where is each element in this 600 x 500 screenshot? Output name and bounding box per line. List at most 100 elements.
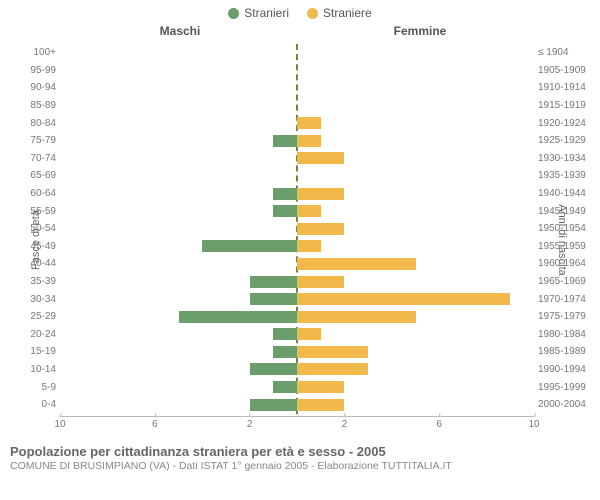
female-bar bbox=[297, 328, 321, 340]
birth-tick: 1965-1969 bbox=[538, 276, 598, 287]
age-tick: 40-44 bbox=[16, 258, 56, 269]
birth-tick: 1980-1984 bbox=[538, 329, 598, 340]
age-tick: 5-9 bbox=[16, 382, 56, 393]
pyramid-row: 85-891915-1919 bbox=[60, 97, 534, 115]
age-tick: 85-89 bbox=[16, 100, 56, 111]
pyramid-row: 20-241980-1984 bbox=[60, 326, 534, 344]
female-bar bbox=[297, 399, 344, 411]
male-bar bbox=[250, 276, 297, 288]
male-bar bbox=[273, 328, 297, 340]
female-bar bbox=[297, 276, 344, 288]
chart-footer: Popolazione per cittadinanza straniera p… bbox=[0, 440, 600, 472]
male-bar-wrap bbox=[60, 44, 297, 62]
male-bar-wrap bbox=[60, 114, 297, 132]
bar-area bbox=[60, 290, 534, 308]
age-tick: 75-79 bbox=[16, 135, 56, 146]
bar-area bbox=[60, 79, 534, 97]
birth-tick: 2000-2004 bbox=[538, 399, 598, 410]
age-tick: 50-54 bbox=[16, 223, 56, 234]
pyramid-row: 5-91995-1999 bbox=[60, 378, 534, 396]
age-tick: 20-24 bbox=[16, 329, 56, 340]
bar-area bbox=[60, 167, 534, 185]
pyramid-row: 10-141990-1994 bbox=[60, 361, 534, 379]
x-tick: 10 bbox=[54, 417, 65, 430]
age-tick: 35-39 bbox=[16, 276, 56, 287]
pyramid-row: 100+≤ 1904 bbox=[60, 44, 534, 62]
bar-area bbox=[60, 150, 534, 168]
male-bar-wrap bbox=[60, 185, 297, 203]
male-bar-wrap bbox=[60, 202, 297, 220]
pyramid-row: 45-491955-1959 bbox=[60, 238, 534, 256]
female-bar-wrap bbox=[297, 238, 534, 256]
legend-swatch-male bbox=[228, 8, 239, 19]
age-tick: 25-29 bbox=[16, 311, 56, 322]
x-tick: 2 bbox=[342, 417, 348, 430]
bar-area bbox=[60, 202, 534, 220]
female-bar-wrap bbox=[297, 44, 534, 62]
bar-area bbox=[60, 255, 534, 273]
male-bar-wrap bbox=[60, 361, 297, 379]
age-tick: 80-84 bbox=[16, 118, 56, 129]
birth-tick: 1945-1949 bbox=[538, 206, 598, 217]
bar-area bbox=[60, 238, 534, 256]
birth-tick: 1920-1924 bbox=[538, 118, 598, 129]
legend: Stranieri Straniere bbox=[0, 0, 600, 20]
male-bar-wrap bbox=[60, 238, 297, 256]
male-bar bbox=[250, 293, 297, 305]
legend-label-female: Straniere bbox=[323, 6, 372, 20]
male-bar bbox=[202, 240, 297, 252]
legend-swatch-female bbox=[307, 8, 318, 19]
female-bar-wrap bbox=[297, 273, 534, 291]
pyramid-row: 55-591945-1949 bbox=[60, 202, 534, 220]
female-bar-wrap bbox=[297, 255, 534, 273]
age-tick: 0-4 bbox=[16, 399, 56, 410]
bar-area bbox=[60, 97, 534, 115]
chart-subtitle: COMUNE DI BRUSIMPIANO (VA) - Dati ISTAT … bbox=[10, 460, 590, 472]
female-bar bbox=[297, 205, 321, 217]
x-tick: 10 bbox=[528, 417, 539, 430]
age-tick: 95-99 bbox=[16, 65, 56, 76]
pyramid-row: 95-991905-1909 bbox=[60, 62, 534, 80]
birth-tick: 1970-1974 bbox=[538, 294, 598, 305]
male-bar-wrap bbox=[60, 150, 297, 168]
age-tick: 70-74 bbox=[16, 153, 56, 164]
female-bar-wrap bbox=[297, 290, 534, 308]
male-bar-wrap bbox=[60, 378, 297, 396]
bar-area bbox=[60, 378, 534, 396]
female-bar bbox=[297, 152, 344, 164]
male-bar-wrap bbox=[60, 220, 297, 238]
female-bar bbox=[297, 188, 344, 200]
female-bar bbox=[297, 240, 321, 252]
female-bar bbox=[297, 135, 321, 147]
legend-item-male: Stranieri bbox=[228, 6, 289, 20]
birth-tick: 1985-1989 bbox=[538, 346, 598, 357]
birth-tick: 1930-1934 bbox=[538, 153, 598, 164]
population-pyramid: Fasce di età Anni di nascita 100+≤ 19049… bbox=[0, 40, 600, 440]
female-bar-wrap bbox=[297, 378, 534, 396]
birth-tick: 1905-1909 bbox=[538, 65, 598, 76]
legend-label-male: Stranieri bbox=[244, 6, 289, 20]
bar-area bbox=[60, 132, 534, 150]
age-tick: 55-59 bbox=[16, 206, 56, 217]
chart-title: Popolazione per cittadinanza straniera p… bbox=[10, 444, 590, 459]
female-bar bbox=[297, 223, 344, 235]
pyramid-row: 25-291975-1979 bbox=[60, 308, 534, 326]
male-bar-wrap bbox=[60, 62, 297, 80]
bar-area bbox=[60, 308, 534, 326]
female-bar-wrap bbox=[297, 343, 534, 361]
x-axis-left: 1062 bbox=[60, 417, 297, 432]
pyramid-row: 50-541950-1954 bbox=[60, 220, 534, 238]
female-bar-wrap bbox=[297, 150, 534, 168]
female-bar bbox=[297, 117, 321, 129]
male-bar-wrap bbox=[60, 308, 297, 326]
female-bar-wrap bbox=[297, 326, 534, 344]
male-bar bbox=[273, 346, 297, 358]
birth-tick: 1960-1964 bbox=[538, 258, 598, 269]
birth-tick: 1950-1954 bbox=[538, 223, 598, 234]
pyramid-rows: 100+≤ 190495-991905-190990-941910-191485… bbox=[60, 44, 534, 414]
bar-area bbox=[60, 326, 534, 344]
male-bar bbox=[273, 135, 297, 147]
female-bar-wrap bbox=[297, 167, 534, 185]
male-bar-wrap bbox=[60, 132, 297, 150]
female-bar-wrap bbox=[297, 62, 534, 80]
